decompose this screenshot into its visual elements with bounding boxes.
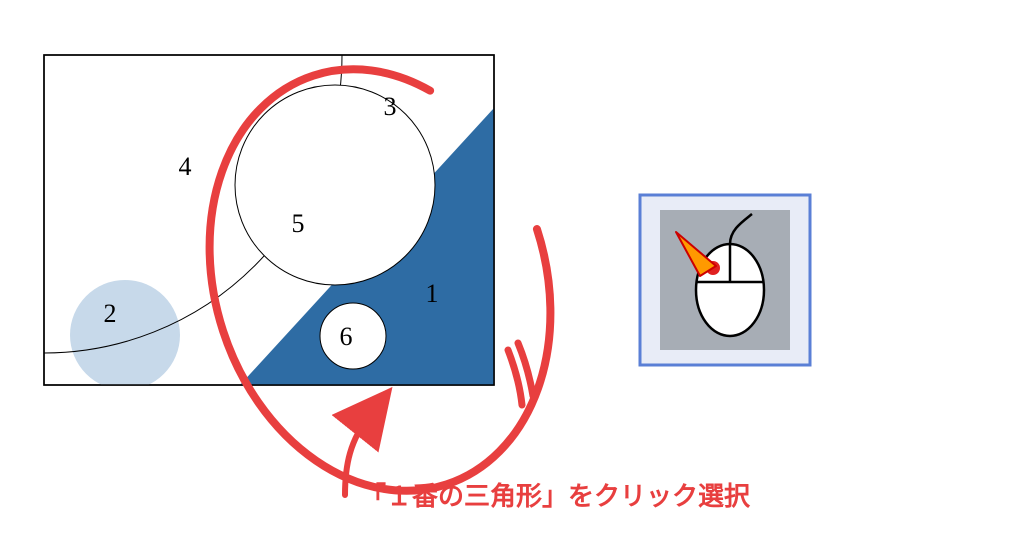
label-5: 5 xyxy=(292,209,305,238)
label-2: 2 xyxy=(104,299,117,328)
label-4: 4 xyxy=(179,152,192,181)
circle-6 xyxy=(320,303,386,369)
label-3: 3 xyxy=(384,92,397,121)
label-6: 6 xyxy=(340,322,353,351)
accent-stroke-1 xyxy=(508,350,522,405)
diagram-canvas: 1 2 3 4 5 6 xyxy=(0,0,1024,538)
label-1: 1 xyxy=(426,279,439,308)
circle-5 xyxy=(235,85,435,285)
mouse-click-icon xyxy=(640,195,810,365)
region-2-circle xyxy=(70,280,180,390)
annotation-caption: 「１番の三角形」をクリック選択 xyxy=(360,476,750,513)
